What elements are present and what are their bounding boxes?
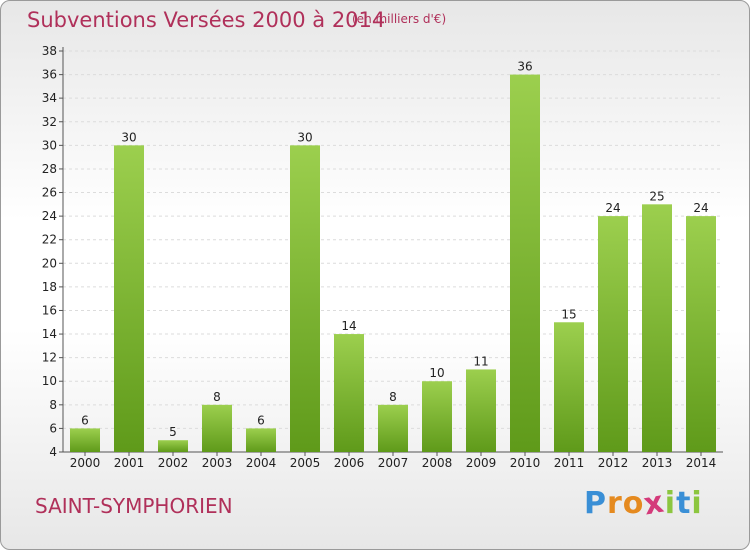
bar-2001 xyxy=(114,145,144,452)
commune-name: SAINT-SYMPHORIEN xyxy=(35,494,233,518)
axes: 4 6 8 10 12 14 16 18 20 22 24 26 28 30 32 34 36 38 2000 200… xyxy=(42,44,723,470)
y-tick-label: 36 xyxy=(42,68,57,82)
x-tick-label-2010: 2010 xyxy=(510,456,541,470)
logo-letter: r xyxy=(607,486,623,521)
bar-2009 xyxy=(466,369,496,452)
logo-letter: x xyxy=(641,484,668,523)
labels: 6 30 5 8 6 30 14 8 10 11 36 15 24 25 24 xyxy=(81,60,708,440)
proxiti-logo: Proxiti xyxy=(584,484,703,523)
value-label-2012: 24 xyxy=(605,201,620,215)
y-tick-label: 20 xyxy=(42,256,57,270)
y-tick-label: 30 xyxy=(42,138,57,152)
value-label-2005: 30 xyxy=(297,130,312,144)
y-tick-label: 32 xyxy=(42,115,57,129)
value-label-2001: 30 xyxy=(121,130,136,144)
y-tick-label: 12 xyxy=(42,351,57,365)
chart-subtitle: (en milliers d'€) xyxy=(352,12,447,26)
y-tick-label: 26 xyxy=(42,186,57,200)
y-tick-label: 34 xyxy=(42,91,57,105)
bar-2003 xyxy=(202,404,232,452)
value-label-2013: 25 xyxy=(649,189,664,203)
value-label-2010: 36 xyxy=(517,60,532,74)
logo-letter: i xyxy=(691,486,703,521)
bar-2014 xyxy=(686,216,716,452)
x-tick-label-2000: 2000 xyxy=(70,456,101,470)
bar-2008 xyxy=(422,381,452,452)
y-tick-label: 28 xyxy=(42,162,57,176)
bar-2004 xyxy=(246,428,276,452)
y-tick-label: 38 xyxy=(42,44,57,58)
x-tick-label-2003: 2003 xyxy=(202,456,233,470)
bars xyxy=(70,74,716,453)
x-tick-label-2008: 2008 xyxy=(422,456,453,470)
x-tick-label-2006: 2006 xyxy=(334,456,365,470)
value-label-2003: 8 xyxy=(213,390,221,404)
x-tick-label-2001: 2001 xyxy=(114,456,145,470)
value-label-2009: 11 xyxy=(473,354,488,368)
y-tick-label: 24 xyxy=(42,209,57,223)
bar-2007 xyxy=(378,404,408,452)
logo-letter: o xyxy=(622,486,645,521)
bar-2011 xyxy=(554,322,584,452)
bar-2005 xyxy=(290,145,320,452)
value-label-2011: 15 xyxy=(561,307,576,321)
y-tick-label: 6 xyxy=(49,421,57,435)
value-label-2006: 14 xyxy=(341,319,356,333)
x-tick-label-2005: 2005 xyxy=(290,456,321,470)
y-tick-label: 16 xyxy=(42,303,57,317)
y-tick-label: 14 xyxy=(42,327,57,341)
value-label-2000: 6 xyxy=(81,413,89,427)
x-tick-label-2009: 2009 xyxy=(466,456,497,470)
bar-2012 xyxy=(598,216,628,452)
value-label-2014: 24 xyxy=(693,201,708,215)
logo-letter: P xyxy=(584,486,607,521)
y-tick-label: 10 xyxy=(42,374,57,388)
bar-2002 xyxy=(158,440,188,452)
x-tick-label-2004: 2004 xyxy=(246,456,277,470)
x-tick-label-2002: 2002 xyxy=(158,456,189,470)
x-tick-label-2014: 2014 xyxy=(686,456,717,470)
logo-letter: i xyxy=(664,486,677,521)
value-label-2002: 5 xyxy=(169,425,177,439)
bar-2010 xyxy=(510,74,540,453)
y-tick-label: 18 xyxy=(42,280,57,294)
value-label-2007: 8 xyxy=(389,390,397,404)
x-tick-label-2012: 2012 xyxy=(598,456,629,470)
y-tick-label: 4 xyxy=(49,445,57,459)
x-tick-label-2007: 2007 xyxy=(378,456,409,470)
x-tick-label-2011: 2011 xyxy=(554,456,585,470)
value-label-2008: 10 xyxy=(429,366,444,380)
value-label-2004: 6 xyxy=(257,413,265,427)
bar-2000 xyxy=(70,428,100,452)
y-tick-label: 8 xyxy=(49,398,57,412)
y-tick-label: 22 xyxy=(42,233,57,247)
bar-2006 xyxy=(334,334,364,452)
bar-2013 xyxy=(642,204,672,452)
chart-title: Subventions Versées 2000 à 2014 xyxy=(27,8,386,32)
logo-letter: t xyxy=(676,486,692,521)
x-tick-label-2013: 2013 xyxy=(642,456,673,470)
